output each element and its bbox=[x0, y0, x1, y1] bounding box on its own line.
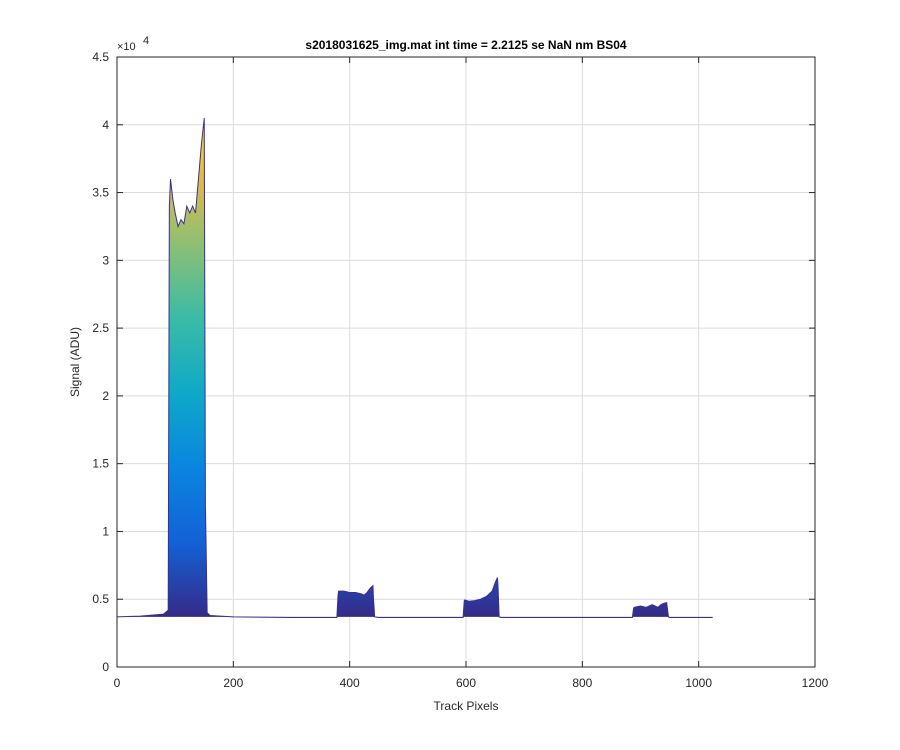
signal-line bbox=[116, 117, 713, 619]
plot-area bbox=[116, 117, 713, 619]
ticks: 0 200 400 600 800 1000 1200 0 0.5 1 1.5 2 2.5 3 3.5 4 4.… bbox=[92, 50, 828, 690]
y-tick-label: 3 bbox=[102, 253, 109, 267]
y-tick-label: 3.5 bbox=[92, 186, 109, 200]
x-axis-label: Track Pixels bbox=[434, 699, 499, 713]
y-tick-label: 4.5 bbox=[92, 50, 109, 64]
y-tick-label: 0.5 bbox=[92, 592, 109, 606]
y-exponent-base: ×10 bbox=[117, 41, 136, 53]
y-tick-label: 0 bbox=[102, 660, 109, 674]
x-tick-label: 600 bbox=[456, 676, 476, 690]
x-tick-label: 0 bbox=[114, 676, 121, 690]
x-tick-label: 200 bbox=[223, 676, 243, 690]
y-tick-label: 4 bbox=[102, 118, 109, 132]
y-axis-label: Signal (ADU) bbox=[68, 327, 82, 397]
x-tick-label: 1200 bbox=[802, 676, 829, 690]
y-tick-label: 2 bbox=[102, 389, 109, 403]
y-tick-label: 1.5 bbox=[92, 457, 109, 471]
x-tick-label: 800 bbox=[572, 676, 592, 690]
y-exponent-power: 4 bbox=[143, 35, 149, 47]
y-tick-label: 1 bbox=[102, 524, 109, 538]
chart-title: s2018031625_img.mat int time = 2.2125 se… bbox=[305, 38, 627, 52]
x-tick-label: 400 bbox=[340, 676, 360, 690]
y-tick-label: 2.5 bbox=[92, 321, 109, 335]
signal-area bbox=[117, 118, 713, 618]
x-tick-label: 1000 bbox=[685, 676, 712, 690]
